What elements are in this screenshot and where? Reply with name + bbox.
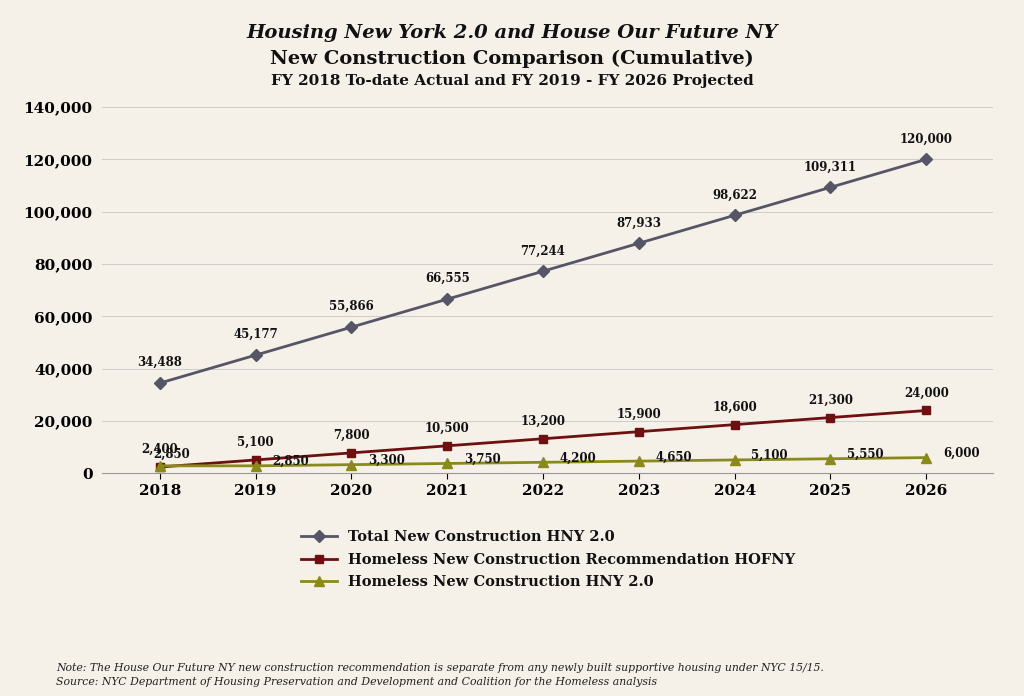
Text: 7,800: 7,800	[333, 429, 370, 442]
Text: Source: NYC Department of Housing Preservation and Development and Coalition for: Source: NYC Department of Housing Preser…	[56, 677, 657, 687]
Text: FY 2018 To-date Actual and FY 2019 - FY 2026 Projected: FY 2018 To-date Actual and FY 2019 - FY …	[270, 74, 754, 88]
Text: 15,900: 15,900	[616, 408, 662, 420]
Text: 4,650: 4,650	[655, 450, 692, 464]
Text: 3,300: 3,300	[369, 454, 406, 467]
Text: 13,200: 13,200	[520, 415, 565, 427]
Text: 5,100: 5,100	[238, 436, 274, 449]
Text: 2,850: 2,850	[272, 455, 309, 468]
Text: 5,100: 5,100	[752, 450, 787, 462]
Text: 18,600: 18,600	[713, 400, 757, 413]
Text: 2,850: 2,850	[153, 448, 189, 461]
Text: 4,200: 4,200	[560, 452, 596, 465]
Text: 10,500: 10,500	[425, 422, 470, 435]
Text: 55,866: 55,866	[329, 300, 374, 313]
Text: 6,000: 6,000	[943, 447, 980, 460]
Text: Housing New York 2.0 and House Our Future NY: Housing New York 2.0 and House Our Futur…	[247, 24, 777, 42]
Text: 24,000: 24,000	[904, 386, 948, 400]
Text: 77,244: 77,244	[520, 244, 565, 258]
Text: 21,300: 21,300	[808, 393, 853, 406]
Text: 98,622: 98,622	[712, 189, 757, 201]
Text: 120,000: 120,000	[900, 132, 952, 145]
Text: New Construction Comparison (Cumulative): New Construction Comparison (Cumulative)	[270, 50, 754, 68]
Text: 2,400: 2,400	[141, 443, 178, 456]
Text: 3,750: 3,750	[464, 453, 501, 466]
Text: 87,933: 87,933	[616, 216, 662, 230]
Text: 66,555: 66,555	[425, 272, 470, 285]
Legend: Total New Construction HNY 2.0, Homeless New Construction Recommendation HOFNY, : Total New Construction HNY 2.0, Homeless…	[301, 530, 795, 590]
Text: 45,177: 45,177	[233, 329, 279, 341]
Text: Note: The House Our Future NY new construction recommendation is separate from a: Note: The House Our Future NY new constr…	[56, 663, 824, 673]
Text: 5,550: 5,550	[847, 448, 884, 461]
Text: 109,311: 109,311	[804, 161, 857, 173]
Text: 34,488: 34,488	[137, 356, 182, 369]
